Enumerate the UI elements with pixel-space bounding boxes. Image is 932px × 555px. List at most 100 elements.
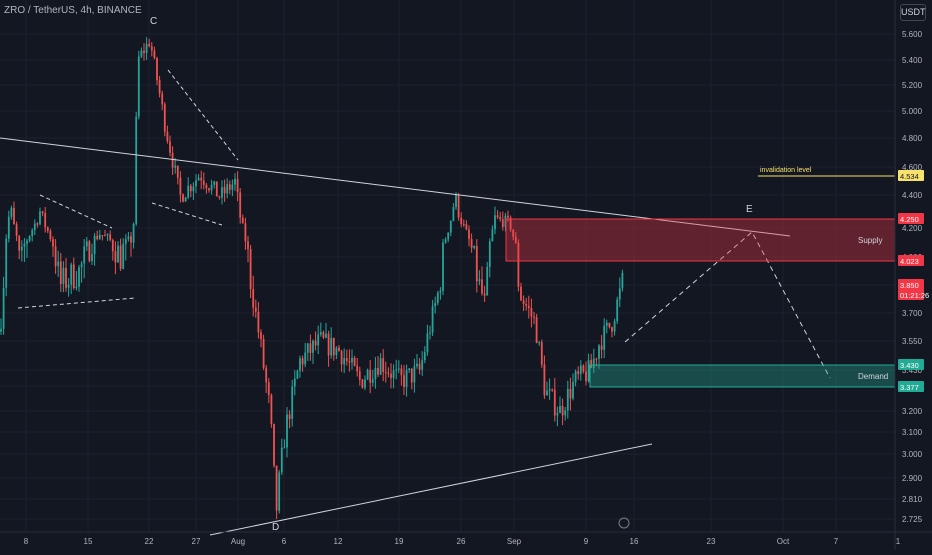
candle-body xyxy=(137,56,140,117)
candle-body xyxy=(291,386,294,420)
supply-label: Supply xyxy=(858,236,882,245)
candle-body xyxy=(444,239,447,243)
candle-body xyxy=(374,367,377,380)
candle-body xyxy=(33,223,36,231)
candle-body xyxy=(447,232,450,240)
candle-body xyxy=(65,267,67,288)
price-badge-label: 3.850 xyxy=(900,281,919,290)
candle-body xyxy=(564,410,567,416)
candle-body xyxy=(62,267,65,284)
candle-body xyxy=(543,364,546,396)
candle-body xyxy=(335,347,338,356)
candle-body xyxy=(296,370,299,379)
candle-body xyxy=(72,264,75,289)
candle-body xyxy=(148,43,151,47)
candle-body xyxy=(462,223,465,225)
candle-body xyxy=(470,239,473,248)
candle-body xyxy=(556,413,559,416)
candle-body xyxy=(356,365,359,372)
candle-body xyxy=(41,211,44,213)
candle-body xyxy=(319,332,322,335)
y-tick-label: 4.600 xyxy=(902,163,923,172)
candle-body xyxy=(413,366,416,383)
x-tick-label: 15 xyxy=(84,537,93,546)
candle-body xyxy=(145,43,148,53)
candle-body xyxy=(449,220,452,233)
candle-body xyxy=(176,165,179,178)
candle-body xyxy=(223,187,226,194)
candle-body xyxy=(275,465,278,511)
y-tick-label: 3.200 xyxy=(902,407,923,416)
candle-body xyxy=(540,342,543,365)
candle-body xyxy=(605,322,608,326)
candle-body xyxy=(332,337,335,356)
candle-body xyxy=(49,230,52,240)
candle-body xyxy=(512,229,515,237)
candle-body xyxy=(10,207,13,217)
dashed-left-1 xyxy=(39,194,113,229)
candle-body xyxy=(208,188,210,191)
candle-body xyxy=(488,241,491,268)
currency-button[interactable]: USDT xyxy=(900,4,926,21)
candle-body xyxy=(405,370,408,388)
candle-body xyxy=(533,316,535,318)
candle-body xyxy=(106,234,109,236)
candle-body xyxy=(267,382,270,395)
candle-body xyxy=(231,184,234,190)
candle-body xyxy=(200,177,203,181)
price-badge-label: 3.377 xyxy=(900,383,919,392)
price-badge-label: 01:21:26 xyxy=(900,291,929,300)
candle-body xyxy=(361,379,364,388)
candle-body xyxy=(590,360,593,368)
candle-body xyxy=(418,363,421,370)
candle-body xyxy=(538,342,541,344)
candle-body xyxy=(551,389,554,391)
candle-body xyxy=(15,224,18,236)
candle-body xyxy=(514,236,517,243)
candle-body xyxy=(312,340,314,353)
candle-body xyxy=(288,414,291,420)
candle-body xyxy=(408,368,411,371)
candle-body xyxy=(114,251,117,263)
x-tick-label: 7 xyxy=(834,537,839,546)
candle-body xyxy=(348,360,351,363)
candle-body xyxy=(78,267,80,287)
candle-body xyxy=(218,196,221,198)
candle-body xyxy=(28,236,31,241)
candle-body xyxy=(5,238,8,288)
demand-zone xyxy=(589,364,896,388)
y-tick-label: 5.000 xyxy=(902,107,923,116)
candle-body xyxy=(621,272,624,289)
candle-body xyxy=(236,178,239,193)
candle-body xyxy=(187,185,190,198)
candle-body xyxy=(309,343,312,353)
candle-body xyxy=(143,50,145,53)
lightning-icon xyxy=(618,517,630,529)
candle-body xyxy=(80,263,83,268)
candle-body xyxy=(481,279,483,294)
candle-body xyxy=(603,325,606,350)
candle-body xyxy=(104,235,106,237)
x-tick-label: Oct xyxy=(777,537,790,546)
x-tick-label: Sep xyxy=(507,537,522,546)
price-badge-label: 4.250 xyxy=(900,215,919,224)
projection-path xyxy=(624,231,831,379)
y-tick-label: 5.400 xyxy=(902,56,923,65)
candle-body xyxy=(436,292,439,303)
candle-body xyxy=(494,215,496,230)
candle-body xyxy=(283,447,286,449)
price-axis: 5.600 5.400 5.200 5.000 4.800 4.600 4.400 4.200… xyxy=(894,0,929,550)
candle-body xyxy=(585,371,587,382)
candle-body xyxy=(522,300,525,304)
candle-body xyxy=(184,197,187,202)
candle-body xyxy=(156,58,158,81)
dashed-wedge-2 xyxy=(151,202,223,226)
candle-body xyxy=(452,207,455,221)
candle-body xyxy=(265,367,268,383)
candle-body xyxy=(101,235,104,237)
candle-body xyxy=(70,264,73,285)
price-badge xyxy=(898,279,924,290)
candle-body xyxy=(306,343,309,353)
price-badge xyxy=(898,289,924,300)
